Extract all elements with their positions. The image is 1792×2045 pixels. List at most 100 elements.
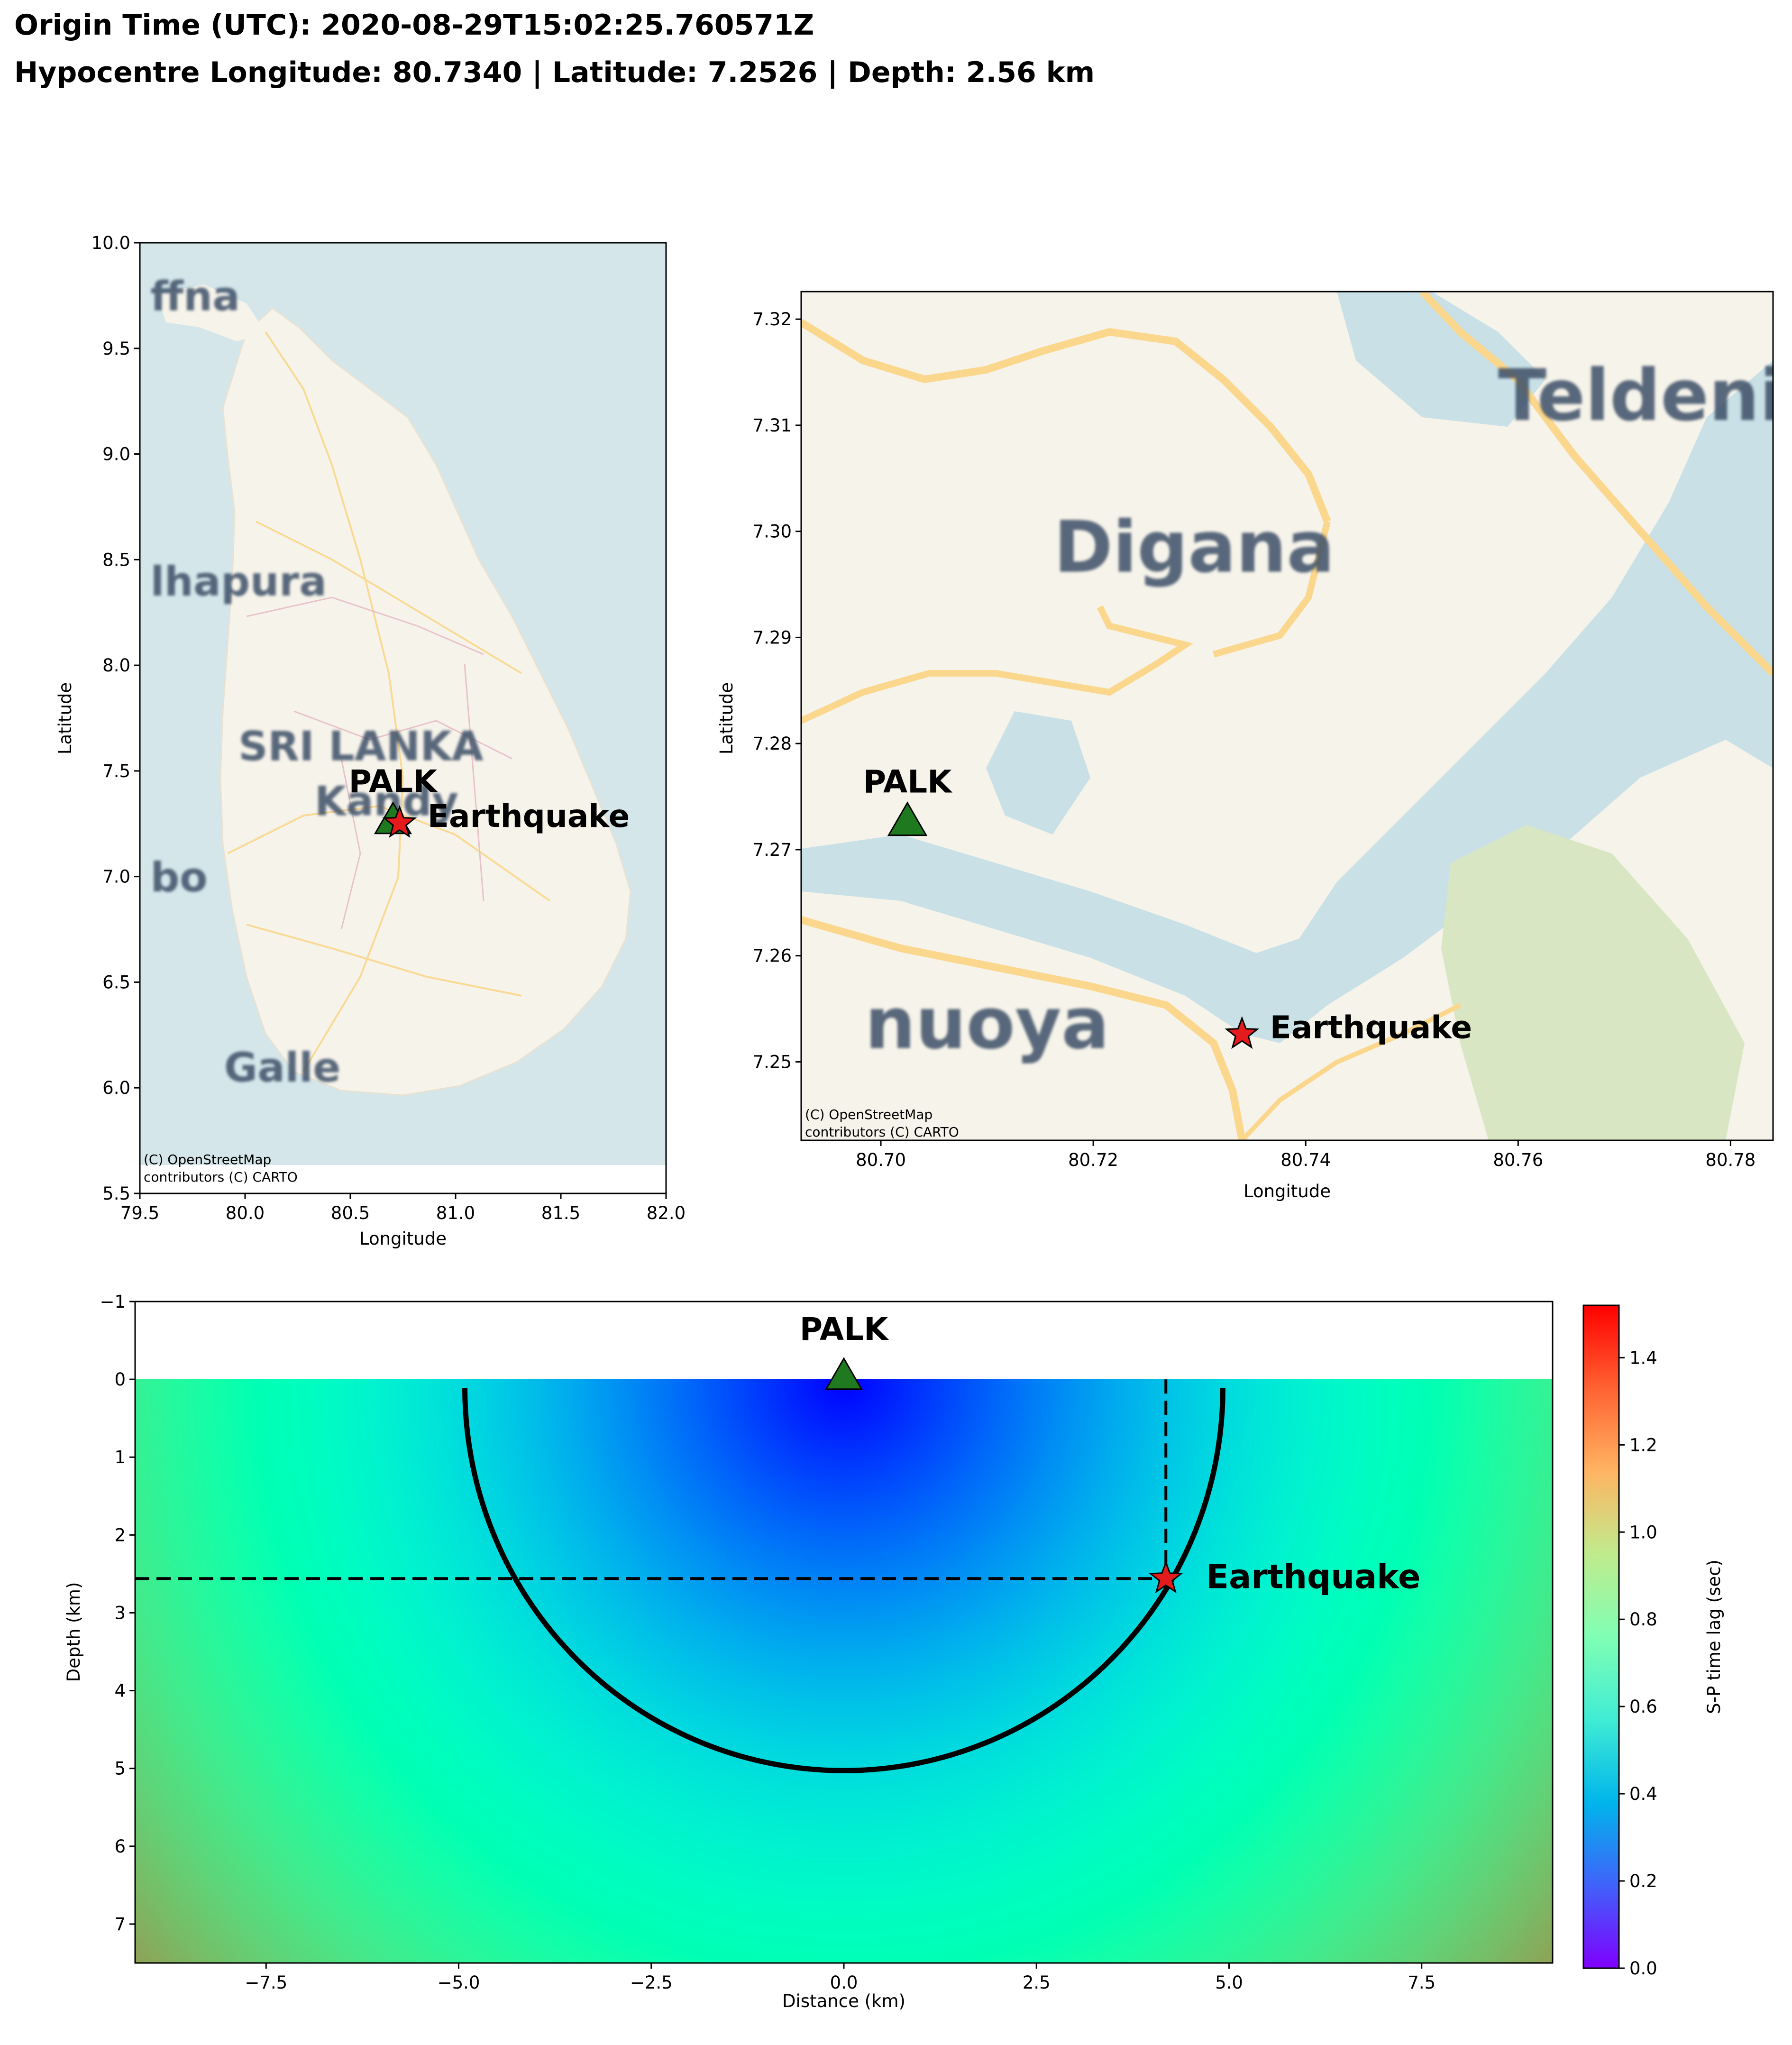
y-tick-label: 4 <box>114 1681 126 1701</box>
y-tick-label: 9.0 <box>102 444 130 465</box>
y-tick-label: 7.0 <box>102 867 130 887</box>
x-tick-label: 80.70 <box>856 1150 906 1170</box>
y-tick-label: 7.31 <box>753 415 792 436</box>
y-tick-label: 10.0 <box>91 233 130 253</box>
station-triangle-marker <box>824 1357 863 1390</box>
basemap-place-label: bo <box>150 854 208 901</box>
zoom-basemap-labels: Teldeniya Digana nuoya <box>865 355 1792 1065</box>
admin-boundaries <box>246 596 512 930</box>
colorbar-tick-label: 0.8 <box>1629 1609 1657 1630</box>
x-tick-label: 80.74 <box>1280 1150 1331 1170</box>
x-tick-label: 5.0 <box>1215 1972 1243 1993</box>
y-tick-label: 2 <box>114 1525 126 1545</box>
colorbar-tick-label: 1.2 <box>1629 1435 1657 1455</box>
jaffna-peninsula <box>156 284 265 341</box>
y-tick-label: 1 <box>114 1447 126 1467</box>
x-tick-label: 0.0 <box>830 1972 858 1993</box>
y-tick-label: 7.26 <box>753 946 792 966</box>
section-markers: PALK Earthquake <box>800 1311 1421 1596</box>
upper-lake <box>1337 292 1545 427</box>
y-tick-label: 6 <box>114 1836 126 1857</box>
y-tick-label: 7 <box>114 1914 126 1935</box>
y-tick-label: 6.5 <box>102 972 130 992</box>
colorbar-tick-label: 1.4 <box>1629 1348 1657 1368</box>
earthquake-star-marker <box>1225 1016 1260 1049</box>
overview-attribution-line-2: contributors (C) CARTO <box>144 1169 298 1185</box>
earthquake-label: Earthquake <box>428 798 630 835</box>
basemap-place-label: lhapura <box>150 558 327 605</box>
zoom-map: Teldeniya Digana nuoya 80.70 80.72 80.74 80.7… <box>716 291 1792 1201</box>
section-ticks: −7.5 −5.0 −2.5 0.0 2.5 5.0 7.5 −1 0 1 2 3 4 5 6 7 <box>100 1292 1435 1993</box>
y-tick-label: 8.5 <box>102 550 130 570</box>
y-tick-label: 7.32 <box>753 309 792 330</box>
s-p-heatmap <box>135 1379 1553 1963</box>
earthquake-star-marker <box>382 805 417 838</box>
overview-x-axis-label: Longitude <box>359 1229 447 1249</box>
earthquake-label: Earthquake <box>1270 1009 1472 1045</box>
x-tick-label: 80.0 <box>226 1203 265 1223</box>
y-tick-label: 7.27 <box>753 840 792 860</box>
zoom-x-axis-label: Longitude <box>1243 1181 1331 1201</box>
x-tick-label: −5.0 <box>438 1972 480 1993</box>
section-y-axis-label: Depth (km) <box>64 1582 84 1682</box>
colorbar <box>1582 1304 1620 1969</box>
zoom-markers: PALK Earthquake <box>863 763 1472 1049</box>
colorbar-label: S-P time lag (sec) <box>1704 1559 1724 1714</box>
y-tick-label: 7.25 <box>753 1052 792 1072</box>
basemap-place-label: ffna <box>150 273 240 321</box>
sri-lanka-landmass <box>219 307 631 1096</box>
zoom-roads <box>801 292 1773 1140</box>
x-tick-label: 82.0 <box>647 1203 686 1223</box>
basemap-place-label: SRI LANKA <box>238 723 484 770</box>
y-tick-label: 9.5 <box>102 339 130 359</box>
x-tick-label: 80.78 <box>1705 1150 1755 1170</box>
hypocentre-title: Hypocentre Longitude: 80.7340 | Latitude… <box>14 56 1095 89</box>
basemap-place-label: Digana <box>1054 506 1335 589</box>
basemap-place-label: nuoya <box>865 982 1109 1065</box>
station-label: PALK <box>349 763 439 800</box>
section-x-axis-label: Distance (km) <box>782 1991 905 2011</box>
earthquake-star-marker <box>1148 1560 1183 1594</box>
x-tick-label: 80.76 <box>1493 1150 1543 1170</box>
zoom-attribution-line-2: contributors (C) CARTO <box>805 1124 959 1140</box>
x-tick-label: 81.0 <box>436 1203 475 1223</box>
overview-attribution-line-1: (C) OpenStreetMap <box>144 1152 271 1167</box>
depth-section: −7.5 −5.0 −2.5 0.0 2.5 5.0 7.5 −1 0 1 2 3 4 5 6 7 Dista… <box>64 1292 1724 2011</box>
basemap-place-label: Galle <box>224 1044 341 1091</box>
x-tick-label: 2.5 <box>1023 1972 1051 1993</box>
earthquake-label: Earthquake <box>1206 1557 1420 1596</box>
basemap-place-label: Teldeniya <box>1498 355 1792 437</box>
y-tick-label: 7.29 <box>753 627 792 648</box>
y-tick-label: 3 <box>114 1603 126 1623</box>
colorbar-tick-label: 0.6 <box>1629 1697 1657 1717</box>
y-tick-label: 0 <box>114 1369 126 1390</box>
zoom-attribution-line-1: (C) OpenStreetMap <box>805 1107 933 1122</box>
reservoir-water <box>801 360 1773 1043</box>
y-tick-label: 7.30 <box>753 522 792 542</box>
origin-time-title: Origin Time (UTC): 2020-08-29T15:02:25.7… <box>14 9 814 42</box>
x-tick-label: 80.5 <box>331 1203 370 1223</box>
colorbar-ticks: 0.0 0.2 0.4 0.6 0.8 1.0 1.2 1.4 <box>1619 1348 1657 1979</box>
y-tick-label: 6.0 <box>102 1078 130 1098</box>
station-label: PALK <box>863 763 953 800</box>
colorbar-tick-label: 0.4 <box>1629 1784 1657 1804</box>
x-tick-label: 80.72 <box>1068 1150 1118 1170</box>
y-tick-label: 5.5 <box>102 1183 130 1204</box>
station-triangle-marker <box>887 801 928 836</box>
x-tick-label: 81.5 <box>541 1203 580 1223</box>
colorbar-tick-label: 1.0 <box>1629 1522 1657 1542</box>
colorbar-tick-label: 0.2 <box>1629 1871 1657 1891</box>
overview-map-frame <box>139 242 667 1194</box>
zoom-map-frame <box>800 291 1774 1141</box>
x-tick-label: 79.5 <box>120 1203 159 1223</box>
x-tick-label: 7.5 <box>1408 1972 1435 1993</box>
colorbar-tick-label: 0.0 <box>1629 1958 1657 1979</box>
overview-map-ticks: 79.5 80.0 80.5 81.0 81.5 82.0 5.5 6.0 6.5 7.0 7.5 8… <box>91 233 686 1223</box>
x-tick-label: −2.5 <box>630 1972 673 1993</box>
overview-y-axis-label: Latitude <box>55 682 75 754</box>
y-tick-label: −1 <box>100 1292 126 1312</box>
